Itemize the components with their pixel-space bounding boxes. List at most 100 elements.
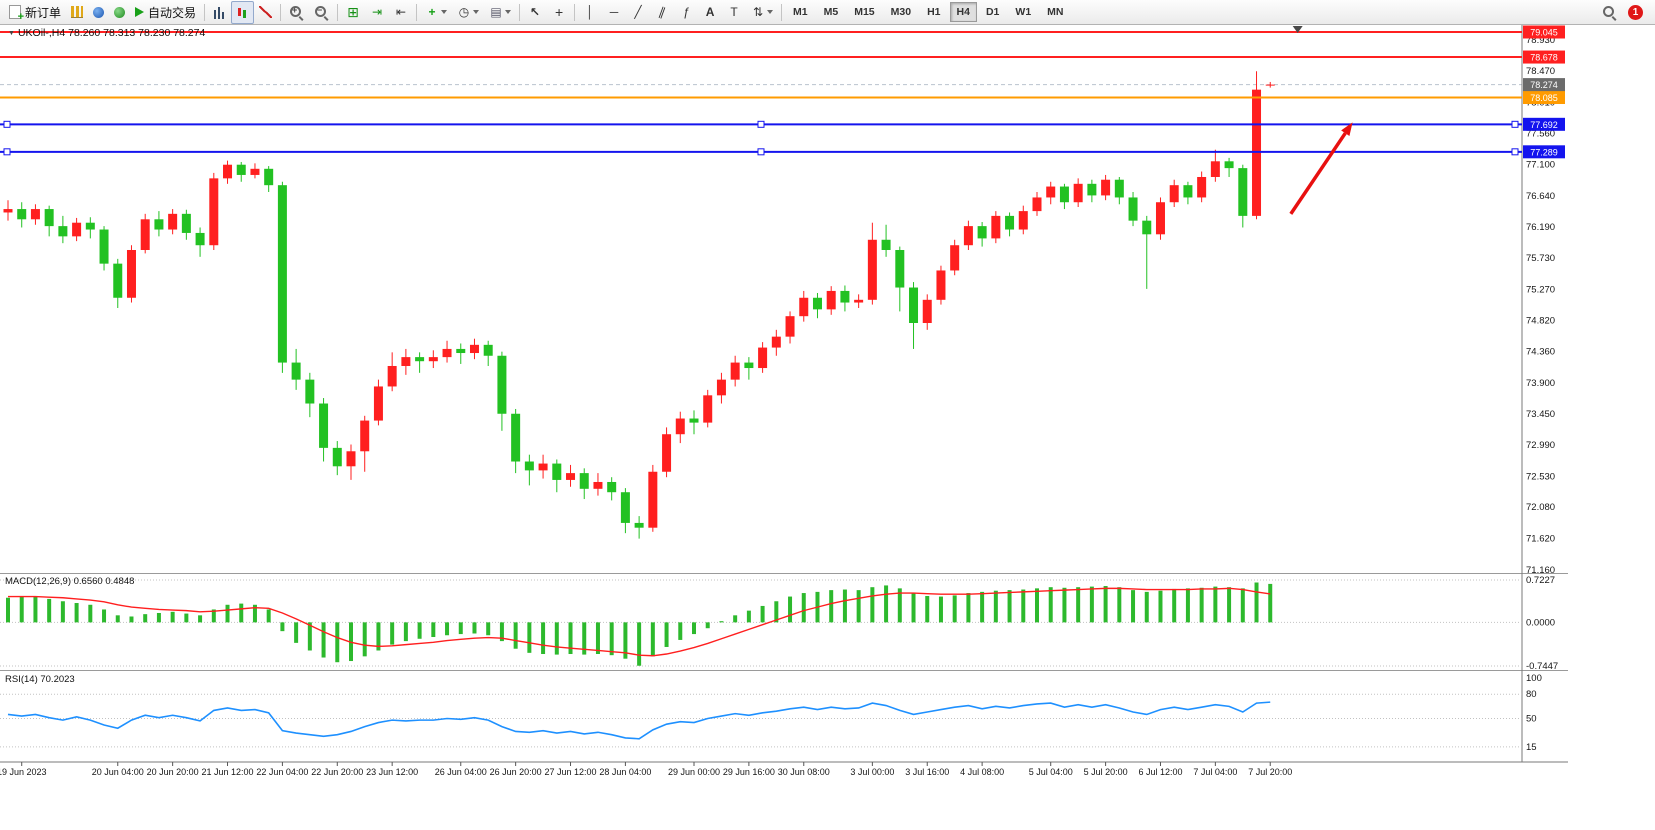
macd-histogram-bar <box>458 622 463 635</box>
line-handle[interactable] <box>757 148 765 156</box>
timeframe-button-mn[interactable]: MN <box>1047 6 1064 18</box>
svg-text:77.100: 77.100 <box>1526 160 1555 171</box>
macd-histogram-bar <box>1240 588 1245 623</box>
auto-trading-button[interactable]: 自动交易 <box>130 1 201 24</box>
line-handle[interactable] <box>3 120 11 128</box>
templates-button[interactable]: ▤ <box>484 1 516 24</box>
candle-body <box>44 209 54 227</box>
timeframe-button-w1[interactable]: W1 <box>1015 6 1032 18</box>
auto-scroll-button[interactable]: ⇥ <box>365 1 389 24</box>
line-handle[interactable] <box>757 120 765 128</box>
horizontal-line-button[interactable]: ─ <box>602 1 626 24</box>
arrow-object[interactable] <box>1289 132 1347 215</box>
macd-histogram-bar <box>376 622 381 651</box>
line-chart-button[interactable] <box>254 1 277 24</box>
svg-text:30 Jun 08:00: 30 Jun 08:00 <box>778 767 830 777</box>
arrows-button[interactable]: ⇅ <box>746 1 778 24</box>
profiles-icon <box>93 6 105 18</box>
charts-button[interactable] <box>66 1 88 24</box>
svg-text:76.640: 76.640 <box>1526 191 1555 202</box>
timeframe-button-m5[interactable]: M5 <box>823 6 839 18</box>
candle-body <box>826 290 836 310</box>
candle-body <box>1032 197 1042 212</box>
text-button[interactable]: A <box>698 1 722 24</box>
macd-histogram-bar <box>1227 587 1232 623</box>
timeframe-button-m1[interactable]: M1 <box>793 6 808 18</box>
svg-text:74.820: 74.820 <box>1526 315 1555 326</box>
search-icon <box>1602 5 1617 20</box>
periods-button[interactable]: ◷ <box>452 1 484 24</box>
text-label-button[interactable]: T <box>722 1 746 24</box>
candle-body <box>991 215 1001 239</box>
svg-text:73.450: 73.450 <box>1526 409 1555 420</box>
candle-body <box>922 299 932 324</box>
macd-histogram-bar <box>1172 588 1177 623</box>
new-order-label: 新订单 <box>25 5 62 20</box>
line-chart-icon <box>259 6 273 18</box>
candle-body <box>566 473 576 480</box>
line-handle[interactable] <box>1511 120 1519 128</box>
zoom-out-button[interactable]: − <box>309 1 334 24</box>
candle-body <box>1101 179 1111 196</box>
macd-histogram-bar <box>1199 587 1204 623</box>
market-watch-icon <box>114 6 126 18</box>
candle-body <box>977 226 987 239</box>
macd-histogram-bar <box>417 622 422 639</box>
zoom-in-button[interactable]: + <box>284 1 309 24</box>
candle-body <box>168 213 178 230</box>
channel-button[interactable]: ∥ <box>650 1 674 24</box>
timeframe-button-h1[interactable]: H1 <box>927 6 941 18</box>
tile-windows-icon: ⊞ <box>347 3 359 20</box>
chart-shift-marker[interactable] <box>1292 26 1303 33</box>
tile-windows-button[interactable]: ⊞ <box>341 1 365 24</box>
candle-body <box>1114 179 1124 198</box>
toolbar-separator <box>337 3 339 21</box>
market-watch-button[interactable] <box>109 1 130 24</box>
search-button[interactable] <box>1597 1 1622 24</box>
candle-body <box>936 270 946 300</box>
cursor-button[interactable]: ↖ <box>523 1 547 24</box>
macd-histogram-bar <box>486 622 491 636</box>
svg-text:29 Jun 16:00: 29 Jun 16:00 <box>723 767 775 777</box>
crosshair-button[interactable]: + <box>547 1 571 24</box>
chart-shift-button[interactable]: ⇤ <box>389 1 413 24</box>
candle-body <box>1169 185 1179 203</box>
macd-histogram-bar <box>527 622 532 653</box>
candle-body <box>442 348 452 358</box>
candle-body <box>634 522 644 528</box>
candle-body <box>689 418 699 423</box>
profiles-button[interactable] <box>88 1 109 24</box>
trendline-button[interactable]: ╱ <box>626 1 650 24</box>
notification-badge[interactable]: 1 <box>1628 4 1643 20</box>
macd-histogram-bar <box>842 589 847 623</box>
indicators-button[interactable]: + <box>420 1 452 24</box>
macd-histogram-bar <box>362 622 367 657</box>
svg-text:0.0000: 0.0000 <box>1526 617 1555 628</box>
arrow-head[interactable] <box>1341 122 1353 136</box>
bar-chart-button[interactable] <box>208 1 231 24</box>
candle-body <box>469 344 479 354</box>
timeframe-button-m15[interactable]: M15 <box>854 6 875 18</box>
fibonacci-button[interactable]: ƒ <box>674 1 698 24</box>
line-handle[interactable] <box>1511 148 1519 156</box>
vertical-line-button[interactable]: │ <box>578 1 602 24</box>
timeframe-button-m30[interactable]: M30 <box>890 6 912 18</box>
macd-histogram-bar <box>445 622 450 636</box>
macd-histogram-bar <box>719 621 724 623</box>
timeframe-button-d1[interactable]: D1 <box>985 6 1000 18</box>
candle-body <box>785 316 795 337</box>
candle-body <box>840 290 850 303</box>
macd-histogram-bar <box>1103 586 1108 623</box>
svg-text:0.7227: 0.7227 <box>1526 575 1555 586</box>
candlestick-chart-button[interactable] <box>231 0 255 24</box>
macd-histogram-bar <box>335 622 340 663</box>
new-order-button[interactable]: 新订单 <box>4 1 66 24</box>
timeframe-button-h4[interactable]: H4 <box>949 2 977 22</box>
svg-text:75.730: 75.730 <box>1526 253 1555 264</box>
candle-body <box>360 420 370 452</box>
text-label-icon: T <box>730 4 738 19</box>
line-handle[interactable] <box>3 148 11 156</box>
macd-histogram-bar <box>115 615 120 623</box>
svg-text:5 Jul 20:00: 5 Jul 20:00 <box>1084 767 1128 777</box>
